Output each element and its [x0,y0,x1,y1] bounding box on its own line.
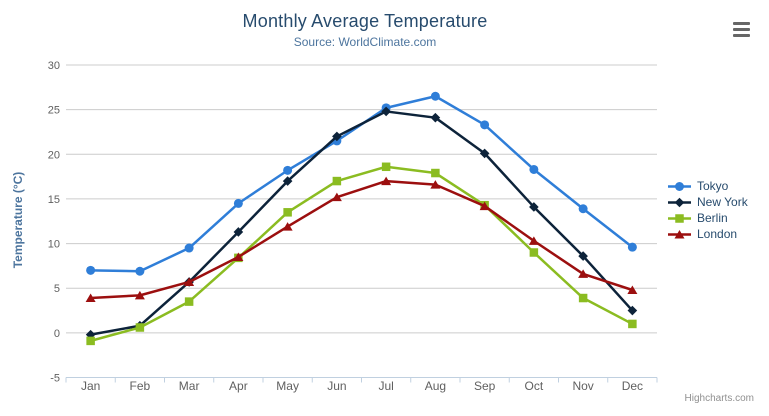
legend-label: Berlin [697,211,728,225]
x-axis-label: Oct [525,379,544,393]
chart-context-menu-button[interactable] [733,22,750,37]
y-axis-label: 0 [54,328,60,340]
y-axis-label: 30 [48,60,60,72]
y-axis-title: Temperature (°C) [11,171,25,269]
legend-item-berlin[interactable]: Berlin [667,210,748,226]
legend-item-tokyo[interactable]: Tokyo [667,178,748,194]
y-axis-labels: -5 0 5 10 15 20 25 30 [48,60,60,385]
hamburger-icon [733,22,750,25]
triangle-legend-marker-icon [668,229,691,238]
credits-link[interactable]: Highcharts.com [684,393,754,404]
square-legend-marker-icon [668,213,691,223]
x-axis-label: Sep [474,379,496,393]
hamburger-icon [733,28,750,31]
circle-legend-marker-icon [668,181,691,191]
legend-label: New York [697,195,748,209]
chart-title: Monthly Average Temperature [242,11,488,31]
legend: Tokyo New York Berlin London [667,178,748,242]
x-axis-label: Jul [378,379,393,393]
y-axis-label: -5 [50,373,60,385]
series-tokyo[interactable] [86,91,637,276]
y-axis-label: 5 [54,283,60,295]
diamond-legend-marker-icon [668,197,691,207]
legend-label: London [697,227,738,241]
x-axis-label: Mar [179,379,200,393]
x-axis-label: Jun [327,379,346,393]
series-berlin[interactable] [86,162,637,346]
x-axis [65,377,658,383]
x-axis-label: Dec [622,379,643,393]
x-axis-label: May [276,379,299,393]
x-axis-label: Nov [572,379,593,393]
x-axis-labels: Jan Feb Mar Apr May Jun Jul Aug Sep Oct Nov Dec [81,379,643,393]
y-axis-label: 25 [48,105,60,117]
x-axis-label: Feb [130,379,151,393]
hamburger-icon [733,34,750,37]
y-axis-label: 20 [48,149,60,161]
y-axis-label: 10 [48,239,60,251]
series-london[interactable] [85,176,638,303]
x-axis-label: Aug [425,379,446,393]
series-new-york[interactable] [85,106,638,340]
legend-item-london[interactable]: London [667,226,748,242]
chart-subtitle: Source: WorldClimate.com [293,35,437,49]
x-axis-label: Jan [81,379,100,393]
gridlines [66,64,657,334]
legend-item-new-york[interactable]: New York [667,194,748,210]
legend-label: Tokyo [697,179,729,193]
x-axis-label: Apr [229,379,248,393]
y-axis-label: 15 [48,194,60,206]
